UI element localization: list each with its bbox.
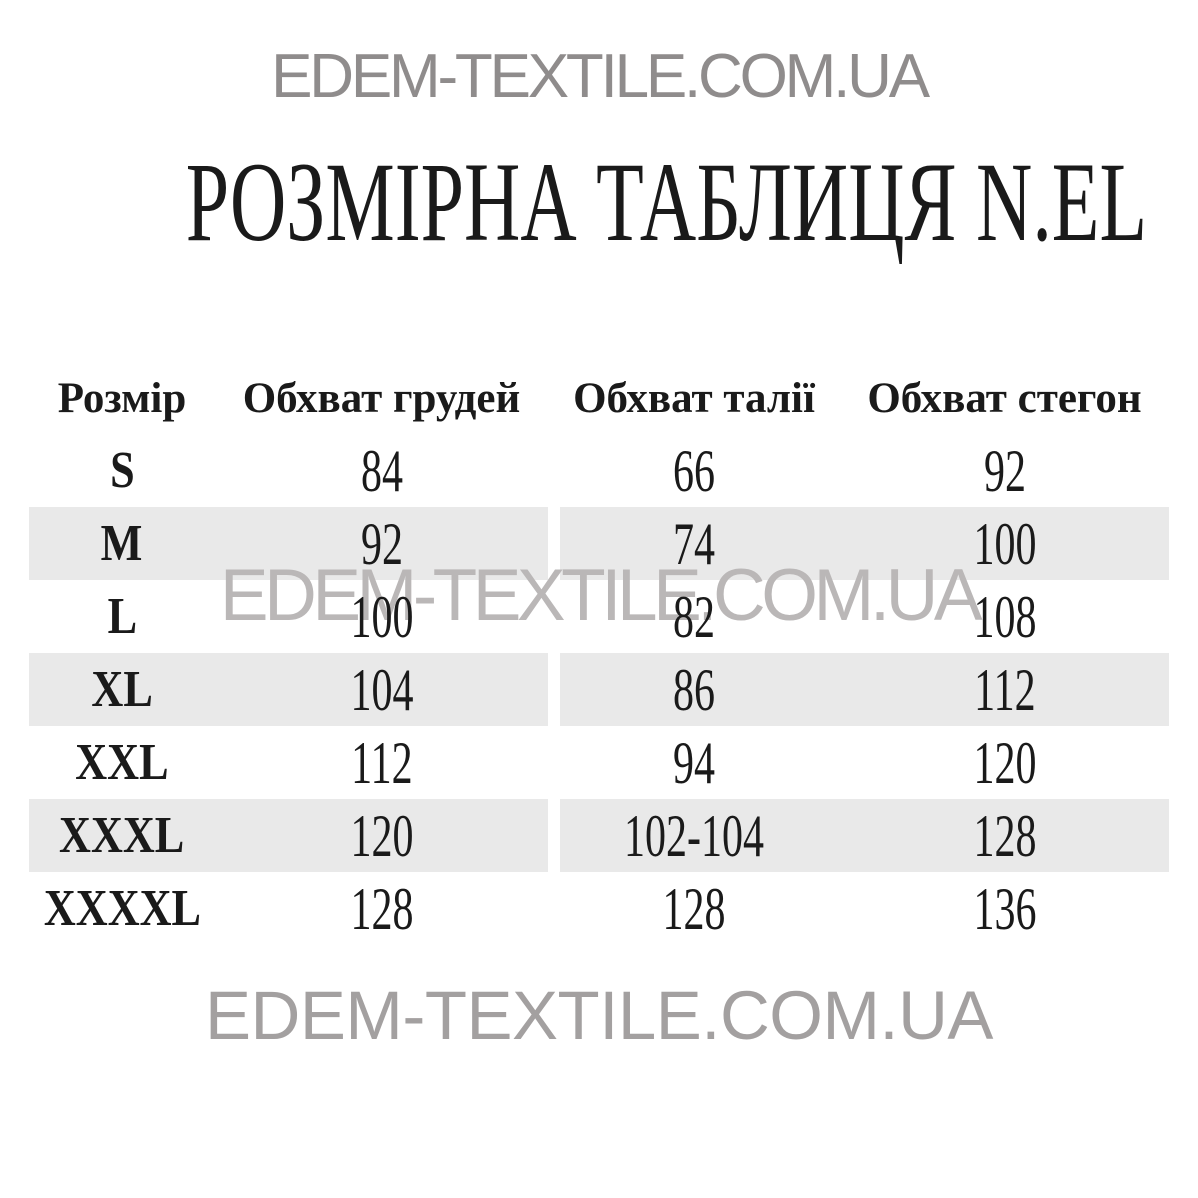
row-stripe-m: [29, 507, 1169, 580]
chest-value: 112: [350, 729, 413, 796]
waist-value: 82: [673, 583, 715, 650]
hips-value: 128: [973, 802, 1036, 869]
hips-cell: 112: [840, 653, 1169, 726]
size-cell: S: [29, 434, 215, 507]
chest-cell: 100: [215, 580, 548, 653]
size-value: XL: [91, 660, 153, 718]
waist-value: 102-104: [623, 802, 764, 869]
watermark-top: EDEM-TEXTILE.COM.UA: [271, 42, 930, 111]
chest-value: 84: [360, 437, 403, 504]
table-row: XXXL 120 102-104 128: [29, 799, 1169, 872]
column-gap-divider: [548, 505, 560, 874]
column-header-hips: Обхват стегон: [867, 374, 1142, 422]
hips-value: 92: [983, 437, 1026, 504]
hips-cell: 128: [840, 799, 1169, 872]
waist-cell: 74: [548, 507, 840, 580]
chest-value: 120: [350, 802, 413, 869]
table-row: L 100 82 108: [29, 580, 1169, 653]
waist-value: 94: [673, 729, 715, 796]
row-stripe-xl: [29, 653, 1169, 726]
size-cell: XXXL: [29, 799, 215, 872]
chest-cell: 104: [215, 653, 548, 726]
chest-value: 104: [350, 656, 413, 723]
table-row: XL 104 86 112: [29, 653, 1169, 726]
size-cell: L: [29, 580, 215, 653]
waist-cell: 86: [548, 653, 840, 726]
table-row: XXXXL 128 128 136: [29, 872, 1169, 945]
chest-cell: 92: [215, 507, 548, 580]
waist-value: 66: [673, 437, 715, 504]
table-row: S 84 66 92: [29, 434, 1169, 507]
size-cell: XXL: [29, 726, 215, 799]
size-cell: XXXXL: [29, 872, 215, 945]
waist-cell: 128: [548, 872, 840, 945]
hips-cell: 108: [840, 580, 1169, 653]
waist-cell: 102-104: [548, 799, 840, 872]
size-value: S: [109, 441, 135, 499]
column-header-waist: Обхват талії: [573, 374, 815, 422]
hips-value: 112: [973, 656, 1036, 723]
hips-value: 136: [973, 875, 1036, 942]
column-header-size: Розмір: [57, 374, 187, 422]
waist-value: 128: [662, 875, 726, 942]
hips-cell: 120: [840, 726, 1169, 799]
waist-cell: 94: [548, 726, 840, 799]
row-stripe-xxxl: [29, 799, 1169, 872]
chest-cell: 128: [215, 872, 548, 945]
size-value: XXL: [75, 733, 169, 791]
chest-cell: 120: [215, 799, 548, 872]
hips-value: 120: [973, 729, 1036, 796]
hips-value: 108: [973, 583, 1036, 650]
column-header-chest: Обхват грудей: [242, 374, 521, 422]
chest-value: 92: [360, 510, 403, 577]
size-value: XXXXL: [43, 879, 201, 937]
header-row: Розмір Обхват грудей Обхват талії Обхват…: [29, 362, 1169, 434]
hips-value: 100: [973, 510, 1036, 577]
chest-value: 128: [350, 875, 413, 942]
page-title: РОЗМІРНА ТАБЛИЦЯ N.EL: [185, 140, 1148, 265]
waist-value: 86: [673, 656, 715, 723]
size-cell: M: [29, 507, 215, 580]
table-row: M 92 74 100: [29, 507, 1169, 580]
chest-cell: 112: [215, 726, 548, 799]
chest-cell: 84: [215, 434, 548, 507]
hips-cell: 136: [840, 872, 1169, 945]
size-value: XXXL: [59, 806, 185, 864]
size-value: M: [101, 514, 143, 572]
hips-cell: 92: [840, 434, 1169, 507]
table-row: XXL 112 94 120: [29, 726, 1169, 799]
waist-cell: 82: [548, 580, 840, 653]
size-table: Розмір Обхват грудей Обхват талії Обхват…: [29, 362, 1169, 945]
size-value: L: [107, 587, 137, 645]
hips-cell: 100: [840, 507, 1169, 580]
waist-cell: 66: [548, 434, 840, 507]
watermark-bottom: EDEM-TEXTILE.COM.UA: [205, 977, 993, 1054]
chest-value: 100: [350, 583, 413, 650]
size-cell: XL: [29, 653, 215, 726]
waist-value: 74: [673, 510, 715, 577]
